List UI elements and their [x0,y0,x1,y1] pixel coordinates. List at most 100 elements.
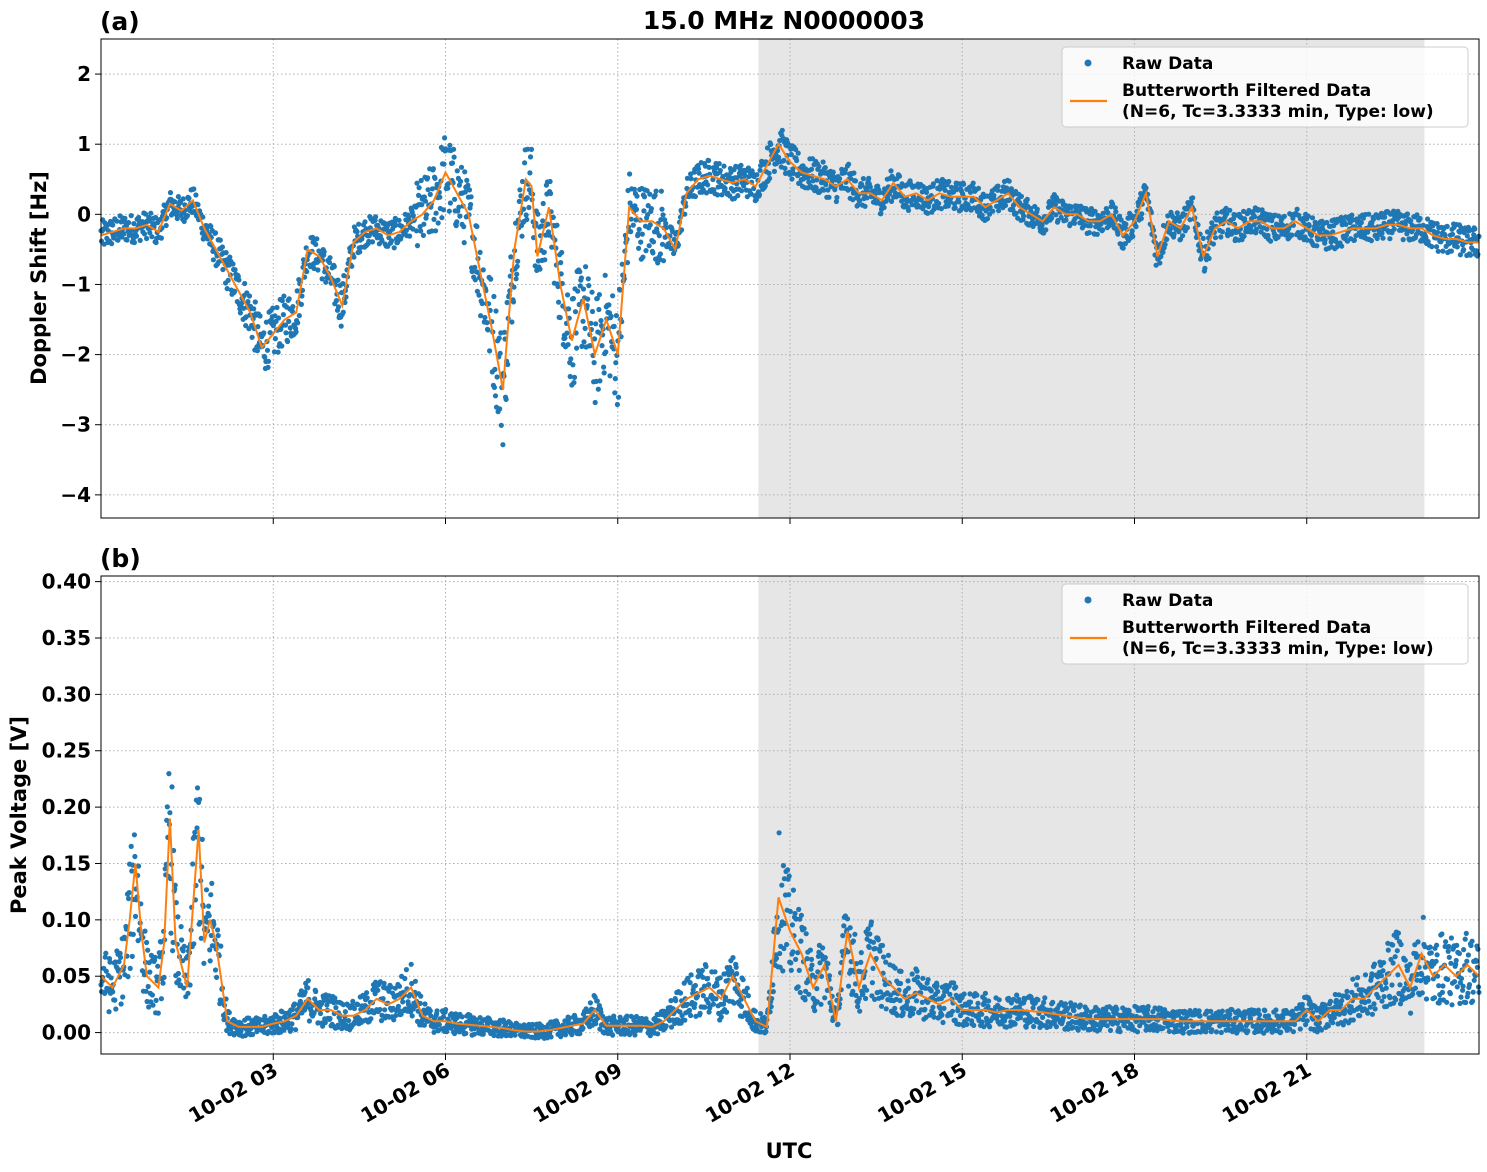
raw-point [462,189,468,195]
raw-point [1008,186,1015,192]
raw-point [1154,1028,1160,1034]
panel-label-a: (a) [100,7,140,36]
raw-point [479,300,485,307]
raw-point [1404,211,1410,217]
legend-filtered-label-a: Butterworth Filtered Data [1122,81,1371,101]
raw-point [1179,1016,1185,1022]
raw-point [136,214,142,221]
raw-point [1129,228,1135,234]
raw-point [208,892,214,898]
raw-point [519,233,525,239]
raw-point [354,229,360,235]
raw-point [571,374,578,380]
raw-point [585,276,591,282]
raw-point [340,281,346,287]
raw-point [142,928,148,934]
raw-point [631,186,638,192]
raw-point [1305,213,1311,219]
raw-point [1113,209,1119,215]
raw-point [793,916,799,922]
raw-point [818,1001,824,1007]
raw-point [169,784,175,790]
raw-point [1306,223,1312,229]
raw-point [731,1000,737,1006]
raw-point [1299,1001,1305,1008]
raw-point [735,193,741,199]
raw-point [610,1032,616,1038]
raw-point [1225,227,1231,233]
legend-raw-marker-a [1084,59,1092,67]
raw-point [1264,226,1270,232]
raw-point [1022,997,1028,1003]
raw-point [1314,1029,1320,1035]
raw-point [613,360,619,366]
raw-point [487,348,493,354]
raw-point [650,250,656,256]
raw-point [656,233,662,239]
raw-point [447,142,453,148]
raw-point [780,863,787,869]
raw-point [197,796,203,802]
raw-point [1434,221,1440,227]
raw-point [452,196,458,202]
raw-point [798,938,804,944]
raw-point [110,222,116,228]
y-ticks-a: 210−1−2−3−4 [60,62,101,507]
raw-point [1048,1007,1054,1013]
raw-point [928,988,934,994]
raw-point [808,966,814,972]
raw-point [745,165,752,171]
raw-point [937,1005,943,1012]
raw-point [866,175,872,181]
raw-point [1214,210,1220,216]
raw-point [1351,237,1357,243]
raw-point [144,939,150,946]
raw-point [655,1031,661,1037]
raw-point [611,323,617,329]
raw-point [613,313,620,319]
raw-point [461,224,467,230]
raw-point [493,308,499,314]
raw-point [1338,214,1344,221]
raw-point [945,203,951,209]
raw-point [984,216,991,222]
raw-point [504,299,510,306]
raw-point [1040,1014,1046,1021]
raw-point [630,222,636,228]
raw-point [491,384,497,390]
raw-point [1021,213,1027,219]
raw-point [883,959,889,965]
raw-point [762,183,768,189]
raw-point [857,969,863,975]
raw-point [587,1000,594,1006]
raw-point [1370,216,1377,222]
raw-point [967,189,974,195]
raw-point [646,243,652,249]
raw-point [1166,1028,1172,1034]
raw-point [299,293,305,299]
raw-point [454,168,460,174]
raw-point [673,998,679,1004]
raw-point [1454,244,1460,250]
raw-point [692,1001,698,1007]
raw-point [714,164,720,171]
raw-point [251,306,257,312]
raw-point [350,998,356,1005]
raw-point [638,239,644,245]
raw-point [480,1031,486,1037]
raw-point [852,178,859,184]
raw-point [920,975,926,981]
raw-point [598,318,604,324]
raw-point [795,984,801,990]
raw-point [770,989,776,995]
raw-point [187,982,193,988]
raw-point [1174,210,1180,216]
raw-point [167,810,173,816]
raw-point [814,999,820,1005]
raw-point [757,167,763,173]
raw-point [1097,1024,1103,1030]
raw-point [393,222,399,228]
raw-point [422,1001,428,1007]
raw-point [236,277,242,283]
raw-point [265,358,272,364]
